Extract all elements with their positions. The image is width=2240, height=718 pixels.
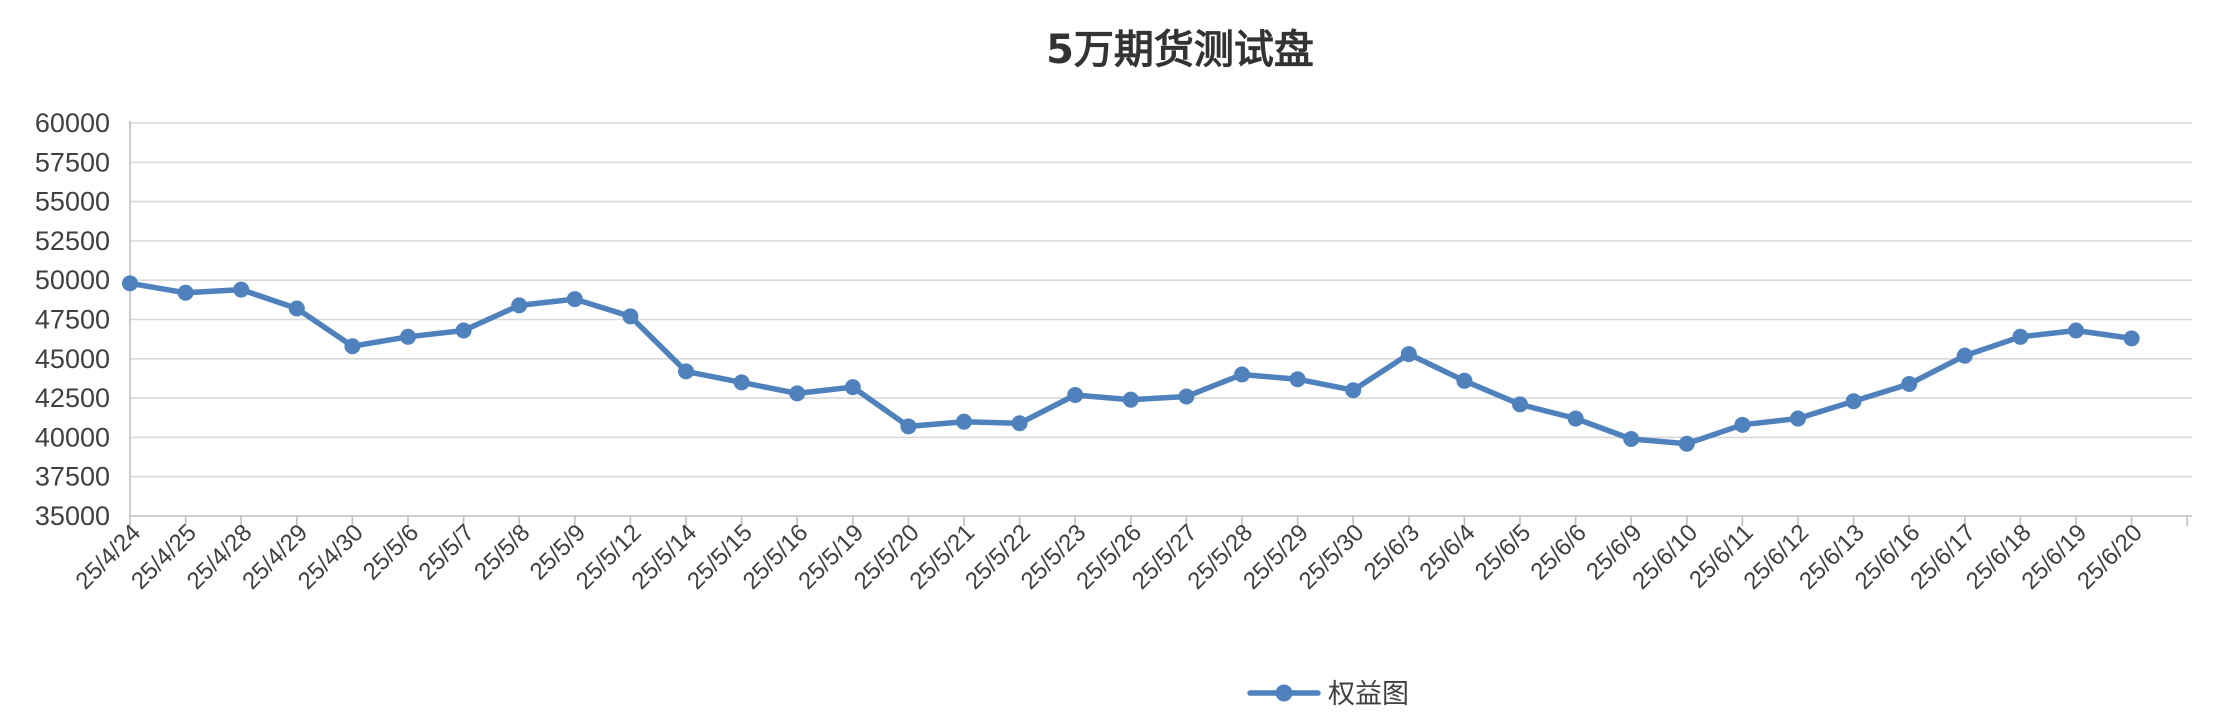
data-point: [233, 281, 250, 298]
series-line: [127, 280, 2135, 447]
data-point: [1623, 430, 1640, 447]
data-point: [122, 275, 138, 292]
data-point: [1678, 435, 1695, 452]
gridlines: [130, 122, 2192, 478]
x-tick-label: 25/6/6: [1526, 519, 1592, 585]
data-point: [288, 300, 305, 317]
y-tick-label: 52500: [35, 226, 110, 256]
y-tick-label: 35000: [35, 501, 110, 531]
data-point: [1122, 391, 1139, 408]
data-point: [1845, 393, 1862, 410]
data-point: [2123, 330, 2140, 347]
data-point: [2012, 328, 2029, 345]
data-point: [900, 418, 917, 435]
legend-label: 权益图: [1328, 679, 1409, 710]
y-tick-label: 45000: [35, 344, 110, 374]
data-point: [622, 308, 639, 325]
data-point: [678, 363, 694, 380]
data-point: [1067, 386, 1084, 403]
data-point: [956, 413, 972, 430]
y-tick-label: 60000: [35, 108, 110, 138]
y-axis-tick-labels: 35000 37500 40000 42500 45000 47500 50000 52500…: [35, 108, 110, 531]
data-point: [2068, 322, 2084, 339]
x-tick-label: 25/5/8: [469, 519, 535, 585]
y-tick-label: 50000: [35, 265, 110, 295]
data-point: [1956, 347, 1973, 364]
y-tick-label: 42500: [35, 383, 110, 413]
x-axis-tick-labels: 25/4/2425/4/2525/4/2825/4/2925/4/3025/5/…: [71, 519, 2148, 595]
data-point: [566, 291, 583, 308]
axes: [129, 121, 2192, 526]
data-point: [1011, 415, 1028, 432]
data-point: [1178, 388, 1195, 405]
data-point: [1345, 382, 1362, 399]
data-point: [1901, 375, 1918, 392]
data-point: [1567, 410, 1584, 427]
data-point: [344, 338, 361, 355]
data-point: [1289, 371, 1306, 388]
legend: 权益图: [1247, 679, 1409, 710]
y-tick-label: 57500: [35, 147, 110, 177]
x-tick-label: 25/6/3: [1359, 519, 1425, 585]
x-tick-label: 25/5/6: [358, 519, 424, 585]
x-tick-label: 25/6/5: [1470, 519, 1536, 585]
data-point: [1512, 396, 1528, 413]
data-point: [1400, 346, 1417, 363]
data-point: [177, 284, 194, 301]
data-point: [1734, 416, 1751, 433]
y-tick-label: 40000: [35, 422, 110, 452]
y-tick-label: 37500: [35, 462, 110, 492]
x-tick-label: 25/5/7: [414, 519, 480, 585]
data-point: [789, 385, 806, 402]
chart-title: 5万期货测试盘: [1046, 27, 1314, 73]
data-point: [733, 374, 750, 391]
legend-marker: [1275, 684, 1293, 702]
data-point: [1234, 366, 1250, 383]
x-tick-label: 25/6/4: [1414, 519, 1480, 585]
series-layer: [122, 275, 2140, 452]
y-tick-label: 47500: [35, 305, 110, 335]
data-point: [400, 328, 416, 345]
y-tick-label: 55000: [35, 187, 110, 217]
data-point: [455, 322, 472, 339]
data-point: [844, 379, 861, 396]
data-point: [1456, 372, 1473, 389]
data-point: [1790, 410, 1806, 427]
data-point: [511, 297, 528, 314]
